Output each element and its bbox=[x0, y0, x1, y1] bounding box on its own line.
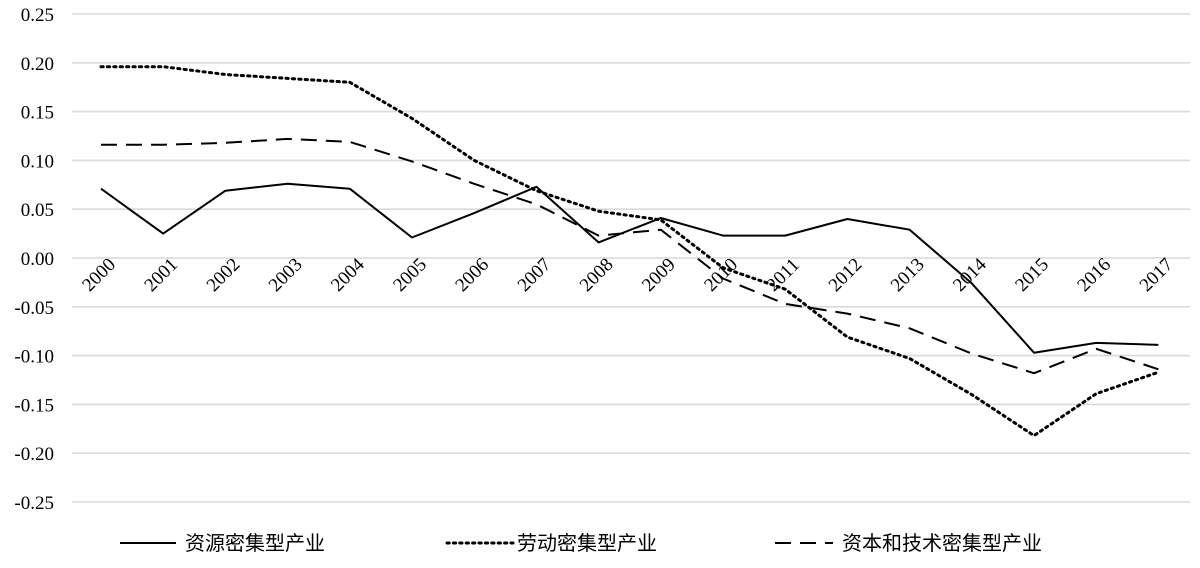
x-tick-label: 2015 bbox=[1011, 254, 1053, 296]
x-tick-label: 2007 bbox=[514, 254, 556, 296]
series-lines bbox=[99, 65, 1160, 438]
y-tick-label: -0.05 bbox=[14, 298, 54, 319]
legend-label-2: 劳动密集型产业 bbox=[517, 531, 657, 555]
x-axis-tick-labels: 2000 2001 2002 2003 2004 2005 2006 2007 2008 2009… bbox=[78, 254, 1177, 296]
series-line-3 bbox=[101, 137, 1159, 375]
x-tick-label: 2000 bbox=[78, 254, 120, 296]
x-tick-label: 2008 bbox=[576, 254, 618, 296]
y-tick-label: 0.25 bbox=[21, 5, 54, 26]
x-tick-label: 2005 bbox=[389, 254, 431, 296]
legend: 资源密集型产业 劳动密集型产业 资本和技术密集型产业 bbox=[120, 531, 1042, 555]
y-tick-label: -0.10 bbox=[14, 347, 54, 368]
x-tick-label: 2016 bbox=[1073, 254, 1115, 296]
x-tick-label: 2017 bbox=[1136, 254, 1178, 296]
x-tick-label: 2012 bbox=[825, 254, 867, 296]
x-tick-label: 2011 bbox=[763, 254, 804, 295]
y-tick-label: 0.10 bbox=[21, 151, 54, 172]
x-tick-label: 2001 bbox=[140, 254, 182, 296]
x-tick-label: 2013 bbox=[887, 254, 929, 296]
x-tick-label: 2003 bbox=[265, 254, 307, 296]
gridlines bbox=[72, 13, 1190, 503]
x-tick-label: 2010 bbox=[700, 254, 742, 296]
series-line-2 bbox=[99, 65, 1160, 438]
legend-label-3: 资本和技术密集型产业 bbox=[842, 531, 1042, 555]
y-tick-label: 0.00 bbox=[21, 249, 54, 270]
y-tick-label: 0.15 bbox=[21, 103, 54, 124]
y-tick-label: -0.15 bbox=[14, 395, 54, 416]
x-tick-label: 2014 bbox=[949, 254, 991, 296]
y-tick-label: -0.20 bbox=[14, 444, 54, 465]
series-line-1 bbox=[100, 182, 1159, 354]
y-tick-label: 0.20 bbox=[21, 54, 54, 75]
x-tick-label: 2004 bbox=[327, 254, 369, 296]
x-tick-label: 2006 bbox=[451, 254, 493, 296]
y-axis-tick-labels: 0.25 0.20 0.15 0.10 0.05 0.00 -0.05 -0.10 -0.15 -… bbox=[14, 5, 54, 514]
x-tick-label: 2009 bbox=[638, 254, 680, 296]
x-tick-label: 2002 bbox=[203, 254, 245, 296]
y-tick-label: -0.25 bbox=[14, 493, 54, 514]
legend-label-1: 资源密集型产业 bbox=[185, 531, 325, 555]
y-tick-label: 0.05 bbox=[21, 200, 54, 221]
